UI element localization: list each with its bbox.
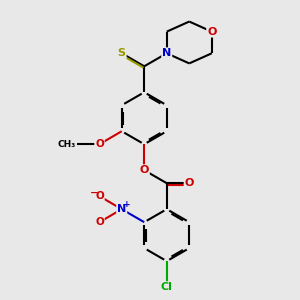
Text: O: O [140, 165, 149, 175]
Text: O: O [207, 27, 217, 37]
Text: +: + [123, 200, 131, 209]
Text: S: S [118, 48, 126, 58]
Text: CH₃: CH₃ [57, 140, 76, 149]
Text: N: N [162, 48, 171, 58]
Text: O: O [95, 217, 104, 227]
Text: O: O [95, 191, 104, 201]
Text: O: O [95, 139, 104, 149]
Text: O: O [184, 178, 194, 188]
Text: −: − [90, 188, 99, 198]
Text: N: N [117, 204, 126, 214]
Text: Cl: Cl [161, 282, 173, 292]
